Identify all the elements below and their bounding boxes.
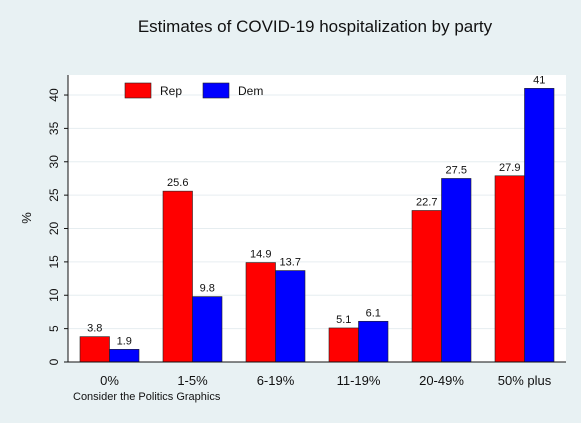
- chart-title: Estimates of COVID-19 hospitalization by…: [138, 17, 493, 36]
- bar-dem-2: [275, 270, 306, 363]
- data-label: 27.5: [446, 164, 467, 176]
- x-tick-label: 1-5%: [177, 373, 208, 388]
- y-tick-label: 10: [47, 288, 61, 302]
- y-tick-label: 30: [47, 155, 61, 169]
- bar-dem-5: [524, 88, 555, 363]
- x-tick-label: 0%: [100, 373, 119, 388]
- x-tick-label: 20-49%: [419, 373, 464, 388]
- chart-note: Consider the Politics Graphics: [73, 391, 221, 403]
- gridlines: [68, 94, 566, 363]
- bar-dem-0: [109, 349, 140, 363]
- bar-dem-4: [441, 178, 472, 363]
- data-label: 6.1: [366, 307, 381, 319]
- bar-dem-3: [358, 320, 389, 363]
- y-tick-label: 20: [47, 222, 61, 236]
- data-label: 27.9: [499, 162, 520, 174]
- y-tick-label: 40: [47, 88, 61, 102]
- y-axis: 0 5 10 15 20 25 30 35 40: [47, 75, 566, 365]
- data-label: 14.9: [250, 249, 271, 261]
- data-label: 41: [533, 74, 545, 86]
- data-label: 5.1: [336, 314, 351, 326]
- x-tick-label: 11-19%: [337, 373, 381, 388]
- bar-rep-3: [328, 327, 359, 363]
- data-label: 25.6: [167, 177, 188, 189]
- y-tick-label: 15: [47, 255, 61, 269]
- y-tick-label: 0: [47, 358, 61, 365]
- bar-rep-5: [494, 175, 525, 363]
- legend: Rep Dem: [124, 82, 263, 99]
- bars: [79, 88, 555, 363]
- data-labels: 3.8 1.9 25.6 9.8 14.9 13.7 5.1 6.1 22.7 27.5 27.9 4…: [87, 74, 545, 347]
- y-tick-label: 25: [47, 188, 61, 202]
- legend-swatch: [124, 82, 152, 99]
- data-label: 1.9: [117, 335, 132, 347]
- plot-area: [68, 75, 566, 362]
- bar-dem-1: [192, 296, 223, 363]
- bar-rep-4: [411, 210, 442, 363]
- data-label: 3.8: [87, 323, 102, 335]
- data-label: 9.8: [200, 283, 215, 295]
- x-axis: 0% 1-5% 6-19% 11-19% 20-49% 50% plus: [100, 373, 552, 388]
- data-label: 22.7: [416, 196, 437, 208]
- legend-label: Rep: [160, 84, 182, 98]
- bar-rep-1: [162, 190, 193, 363]
- y-tick-label: 5: [47, 325, 61, 332]
- y-tick-label: 35: [47, 121, 61, 135]
- x-tick-label: 6-19%: [257, 373, 295, 388]
- x-tick-label: 50% plus: [498, 373, 552, 388]
- bar-rep-2: [245, 262, 276, 363]
- y-axis-label: %: [19, 212, 34, 224]
- legend-label: Dem: [238, 84, 263, 98]
- bar-rep-0: [79, 336, 110, 363]
- legend-swatch: [202, 82, 230, 99]
- data-label: 13.7: [280, 257, 301, 269]
